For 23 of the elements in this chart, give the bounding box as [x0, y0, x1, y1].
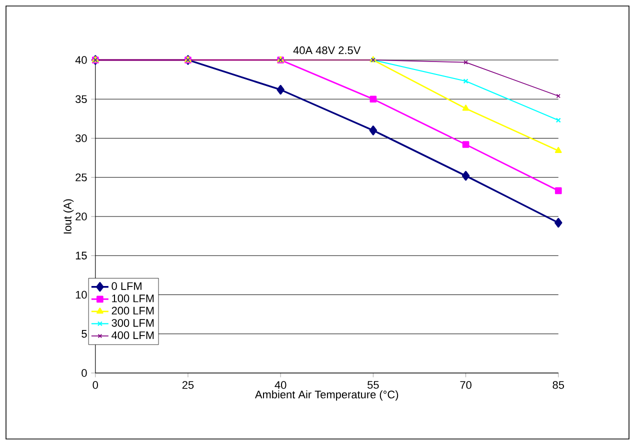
x-tick-label: 0 — [92, 381, 98, 389]
y-tick-label: 5 — [82, 330, 87, 338]
x-tick-label: 70 — [460, 381, 472, 389]
x-axis-title: Ambient Air Temperature (°C) — [254, 390, 398, 401]
chart-title: 40A 48V 2.5V — [293, 46, 361, 54]
y-tick-label: 10 — [76, 290, 87, 299]
y-tick-label: 35 — [76, 95, 87, 103]
legend-label: 0 LFM — [112, 282, 142, 290]
x-tick-label: 40 — [274, 381, 286, 389]
y-tick-label: 25 — [76, 174, 87, 182]
x-tick-label: 25 — [182, 381, 194, 389]
y-tick-label: 15 — [76, 252, 87, 260]
y-tick-label: 20 — [76, 212, 87, 220]
legend-label: 300 LFM — [112, 319, 154, 327]
y-tick-label: 30 — [76, 134, 87, 142]
y-tick-label: 40 — [75, 56, 87, 64]
legend-label: 400 LFM — [112, 331, 154, 340]
x-tick-label: 55 — [368, 381, 379, 389]
y-axis-title: Iout (A) — [63, 199, 74, 234]
legend-label: 200 LFM — [112, 306, 154, 315]
x-tick-label: 85 — [552, 381, 564, 389]
legend-label: 100 LFM — [112, 294, 154, 302]
y-tick-label: 0 — [82, 369, 87, 377]
